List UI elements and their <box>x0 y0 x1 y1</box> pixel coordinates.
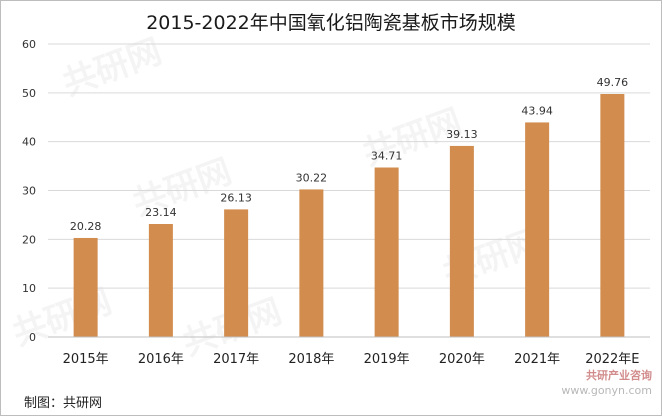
x-tick-label: 2018年 <box>288 352 334 367</box>
x-tick-label: 2021年 <box>514 352 560 367</box>
bar <box>148 223 173 337</box>
bar <box>600 94 625 337</box>
brand-logo: 共研产业咨询 www.gonyn.com <box>561 368 652 398</box>
x-tick-label: 2020年 <box>439 352 485 367</box>
bar <box>525 122 550 337</box>
chart-title: 2015-2022年中国氧化铝陶瓷基板市场规模 <box>146 12 516 34</box>
y-tick-label: 30 <box>22 185 36 198</box>
data-label: 49.76 <box>597 76 629 89</box>
bar <box>224 209 249 337</box>
data-label: 34.71 <box>371 149 403 162</box>
y-tick-label: 40 <box>22 136 36 149</box>
brand-url: www.gonyn.com <box>561 384 652 397</box>
y-tick-label: 60 <box>22 38 36 51</box>
data-label: 30.22 <box>296 171 328 184</box>
bar <box>299 189 324 337</box>
data-label: 26.13 <box>220 191 252 204</box>
bar <box>73 237 98 337</box>
x-tick-label: 2022年E <box>585 352 639 367</box>
brand-name: 共研产业咨询 <box>586 369 652 382</box>
data-label: 43.94 <box>521 104 553 117</box>
y-tick-label: 10 <box>22 282 36 295</box>
source-note: 制图：共研网 <box>24 396 103 411</box>
y-tick-label: 0 <box>29 331 36 344</box>
bar <box>449 145 474 337</box>
x-tick-label: 2015年 <box>63 352 109 367</box>
x-tick-label: 2019年 <box>364 352 410 367</box>
data-label: 20.28 <box>70 220 102 233</box>
data-label: 23.14 <box>145 206 177 219</box>
y-tick-label: 20 <box>22 233 36 246</box>
data-label: 39.13 <box>446 128 478 141</box>
bar <box>374 167 399 337</box>
x-tick-label: 2016年 <box>138 352 184 367</box>
x-tick-label: 2017年 <box>213 352 259 367</box>
y-tick-label: 50 <box>22 87 36 100</box>
